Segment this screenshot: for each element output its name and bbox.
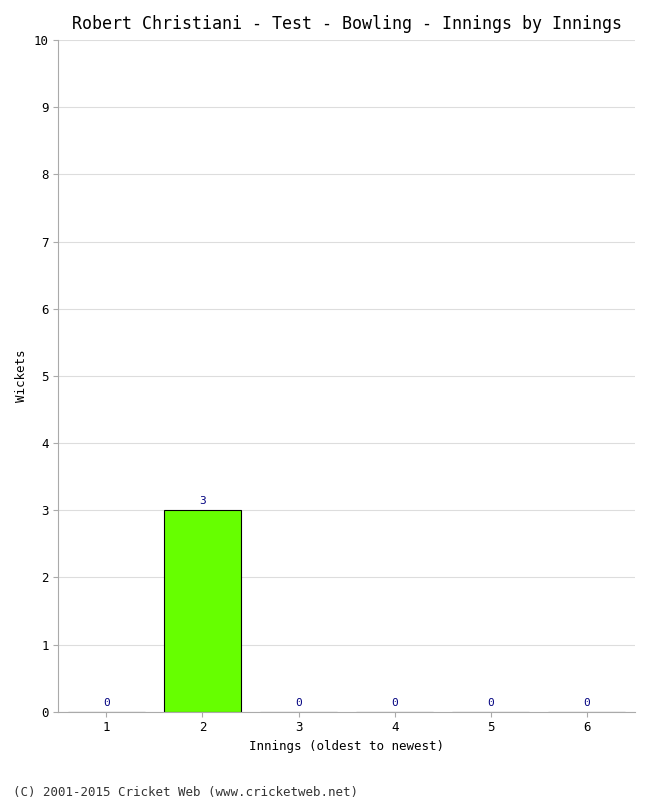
Text: (C) 2001-2015 Cricket Web (www.cricketweb.net): (C) 2001-2015 Cricket Web (www.cricketwe…: [13, 786, 358, 799]
Text: 0: 0: [488, 698, 494, 708]
Text: 0: 0: [391, 698, 398, 708]
Y-axis label: Wickets: Wickets: [15, 350, 28, 402]
Text: 0: 0: [295, 698, 302, 708]
Text: 0: 0: [103, 698, 110, 708]
Title: Robert Christiani - Test - Bowling - Innings by Innings: Robert Christiani - Test - Bowling - Inn…: [72, 15, 621, 33]
Bar: [164, 510, 241, 712]
Text: 3: 3: [199, 496, 206, 506]
Text: 0: 0: [584, 698, 590, 708]
X-axis label: Innings (oldest to newest): Innings (oldest to newest): [249, 740, 444, 753]
